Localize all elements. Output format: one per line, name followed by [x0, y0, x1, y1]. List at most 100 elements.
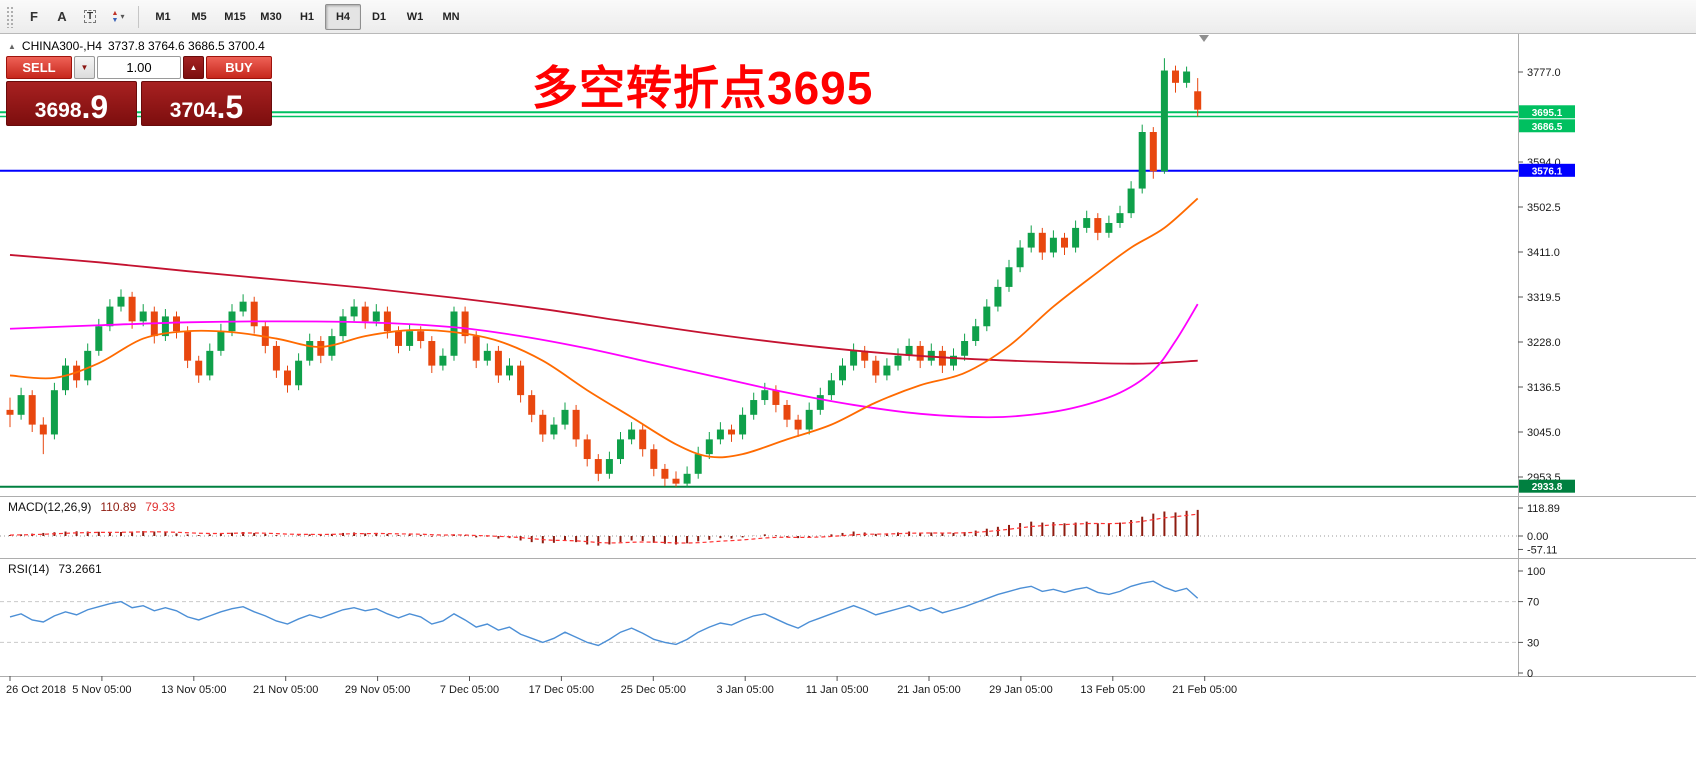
price-badge: 3695.1 [1519, 105, 1575, 119]
candle-body [350, 306, 358, 317]
macd-tick-label: 118.89 [1527, 503, 1560, 515]
fibonacci-tool-button[interactable]: F [30, 9, 38, 24]
candle-body [306, 341, 314, 361]
rsi-axis[interactable]: 100 70 30 0 [1518, 566, 1545, 680]
rsi-tick-label: 100 [1527, 566, 1545, 578]
chart-title: ▲ CHINA300-,H4 3737.8 3764.6 3686.5 3700… [8, 39, 265, 53]
text-tool-button[interactable]: A [57, 9, 67, 24]
timeframe-h1[interactable]: H1 [299, 10, 315, 23]
candle-body [605, 459, 613, 474]
candle-body [50, 390, 58, 435]
candle-body [406, 331, 414, 346]
candle-body [850, 350, 858, 366]
candle-body [1027, 232, 1035, 248]
timeframe-m15[interactable]: M15 [224, 10, 246, 23]
candle-body [461, 311, 469, 337]
svg-text:3695.1: 3695.1 [1532, 108, 1563, 119]
volume-input[interactable] [97, 56, 181, 79]
label-tool-button[interactable]: T [76, 4, 104, 30]
macd-name: MACD(12,26,9) [8, 500, 92, 514]
price-tick-label: 3411.0 [1527, 247, 1560, 259]
candle-body [1172, 70, 1179, 83]
candle-body [694, 454, 702, 474]
candle-body [950, 355, 957, 366]
svg-text:2933.8: 2933.8 [1532, 482, 1563, 493]
candle-body [750, 400, 758, 415]
price-tick-label: 3228.0 [1527, 337, 1561, 349]
candle-body [272, 345, 280, 371]
candle-body [639, 429, 647, 450]
timeframe-d1[interactable]: D1 [371, 10, 387, 23]
time-axis[interactable]: 26 Oct 2018 5 Nov 05:00 13 Nov 05:00 21 Nov… [6, 676, 1237, 696]
candle-body [1016, 247, 1024, 268]
candle-body [705, 439, 713, 455]
candle-body [561, 409, 569, 425]
volume-dropdown-button[interactable]: ▼ [74, 56, 95, 79]
time-tick-label: 11 Jan 05:00 [806, 684, 869, 696]
macd-axis[interactable]: 118.89 0.00-57.11 [1518, 503, 1560, 556]
price-axis[interactable]: 3777.03594.03502.53411.03319.53228.03136… [1518, 67, 1561, 484]
macd-value-main: 110.89 [100, 500, 137, 514]
candle-body [439, 355, 447, 366]
time-tick-label: 7 Dec 05:00 [440, 684, 499, 696]
macd-histogram [9, 509, 1199, 546]
candle-body [84, 350, 92, 381]
chart-ohlc: 3737.8 3764.6 3686.5 3700.4 [107, 39, 265, 53]
candle-body [284, 370, 291, 386]
candle-body [361, 306, 369, 322]
candle-body [483, 350, 491, 361]
candle-body [905, 345, 913, 356]
timeframe-w1[interactable]: W1 [406, 10, 424, 23]
candle-body [839, 365, 846, 381]
candle-body [628, 429, 636, 440]
timeframe-h4[interactable]: H4 [325, 3, 361, 30]
volume-up-button[interactable]: ▲ [183, 56, 204, 79]
rsi-tick-label: 30 [1527, 637, 1539, 649]
price-badge: 2933.8 [1519, 479, 1575, 493]
candle-body [872, 360, 880, 376]
candle-body [672, 478, 680, 484]
buy-button[interactable]: BUY [206, 56, 272, 79]
chart-window[interactable]: 3777.0 3594.0 3502.5 3411.0 3319.5 3228.0 3136… [0, 34, 1696, 757]
time-tick-label: 21 Feb 05:00 [1172, 684, 1237, 696]
chart-symbol-period: CHINA300-,H4 [21, 39, 102, 53]
chart-canvas[interactable]: 3777.03594.03502.53411.03319.53228.03136… [0, 34, 1696, 757]
sell-button[interactable]: SELL [6, 56, 72, 79]
candle-body [383, 311, 391, 332]
arrows-tool-button[interactable]: ▲ ▼ ▾ [104, 4, 132, 30]
candle-body [816, 395, 824, 410]
candle-body [417, 331, 425, 342]
one-click-trade-panel: SELL ▼ ▲ BUY 3698 .9 3704 .5 [6, 56, 272, 126]
timeframe-mn[interactable]: MN [442, 10, 460, 23]
time-tick-label: 17 Dec 05:00 [529, 684, 594, 696]
candle-body [173, 316, 180, 332]
candle-body [572, 409, 580, 440]
time-tick-label: 5 Nov 05:00 [72, 684, 131, 696]
candle-body [983, 306, 991, 327]
candle-body [506, 365, 513, 376]
bid-price-pip: .9 [81, 88, 109, 125]
candle-body [494, 350, 502, 376]
candle-body [550, 424, 558, 435]
candle-body [805, 409, 813, 430]
timeframe-m5[interactable]: M5 [191, 10, 207, 23]
chart-annotation-text[interactable]: 多空转折点3695 [532, 62, 874, 114]
macd-tick-label: -57.11 [1527, 544, 1557, 556]
candle-body [583, 439, 591, 460]
toolbar-drag-handle[interactable] [6, 5, 14, 28]
ma-line-medium [9, 303, 1199, 419]
timeframe-m30[interactable]: M30 [260, 10, 282, 23]
time-tick-label: 21 Jan 05:00 [897, 684, 961, 696]
ask-quote[interactable]: 3704 .5 [141, 81, 272, 126]
macd-tick-label: 0.00 [1527, 531, 1548, 543]
candle-body [1127, 188, 1135, 214]
bid-quote[interactable]: 3698 .9 [6, 81, 137, 126]
chart-shift-marker-icon[interactable] [1199, 35, 1209, 42]
price-tick-label: 3136.5 [1527, 382, 1561, 394]
candle-body [661, 468, 669, 479]
price-tick-label: 3777.0 [1527, 67, 1561, 79]
arrows-icon: ▲ ▼ [112, 10, 119, 24]
candle-body [594, 459, 602, 474]
svg-text:3686.5: 3686.5 [1532, 122, 1563, 133]
timeframe-m1[interactable]: M1 [155, 10, 171, 23]
